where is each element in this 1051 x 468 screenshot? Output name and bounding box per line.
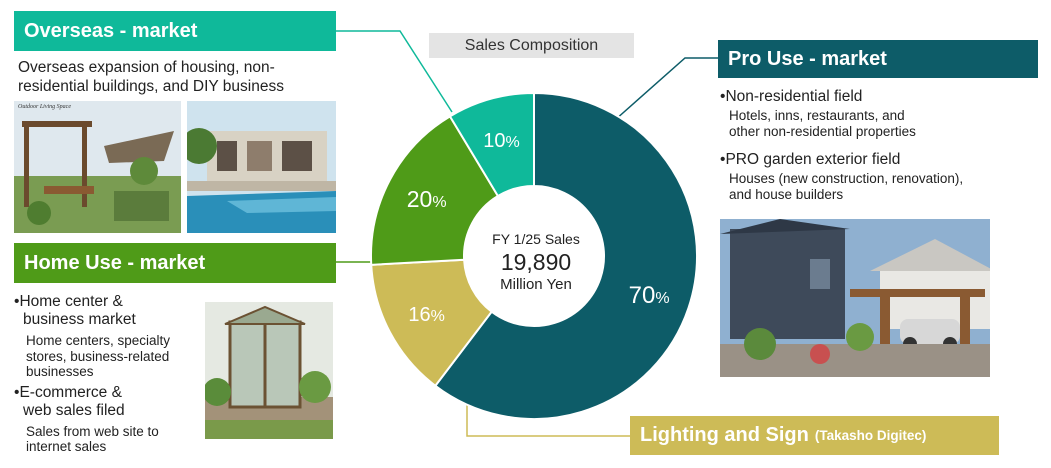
donut-value-label: 16% xyxy=(408,304,444,326)
pro-bullet-1: •Non-residential field xyxy=(720,88,1040,106)
home-b1-line2: business market xyxy=(23,311,136,328)
pro-photo-house-exterior xyxy=(720,219,990,377)
lighting-title: Lighting and Sign xyxy=(640,424,809,446)
center-unit: Million Yen xyxy=(500,276,572,293)
pro-b1-sub2: other non-residential properties xyxy=(729,123,916,139)
home-b1-line1: Home center & xyxy=(19,293,123,310)
center-value: 19,890 xyxy=(500,249,572,275)
home-b1-sub2: stores, business-related xyxy=(26,348,170,364)
home-b2-sub1: Sales from web site to xyxy=(26,423,159,439)
overseas-desc-line2: residential buildings, and DIY business xyxy=(18,78,284,95)
home-b2-line1: E-commerce & xyxy=(19,383,122,401)
overseas-photo-pool xyxy=(187,101,336,233)
pro-b2-sub1: Houses (new construction, renovation), xyxy=(729,171,964,186)
home-b2-line2: web sales filed xyxy=(23,401,125,419)
overseas-photo-pergola: Outdoor Living Space xyxy=(14,101,181,233)
overseas-desc-line1: Overseas expansion of housing, non- xyxy=(18,59,275,76)
home-use-market-tag: Home Use - market xyxy=(14,243,336,283)
pro-connector xyxy=(614,57,718,121)
overseas-description: Overseas expansion of housing, non- resi… xyxy=(18,58,284,96)
overseas-market-tag: Overseas - market xyxy=(14,11,336,51)
home-photo-greenhouse xyxy=(205,302,333,439)
lighting-connector xyxy=(466,400,630,437)
overseas-connector xyxy=(336,30,453,113)
home-b2-sub2: internet sales xyxy=(26,439,107,454)
pro-b2: PRO garden exterior field xyxy=(725,151,901,168)
bullet-dot: • xyxy=(14,383,20,401)
pro-use-market-tag: Pro Use - market xyxy=(718,40,1038,78)
pro-b1: Non-residential field xyxy=(725,88,863,105)
donut-value-label: 20% xyxy=(407,186,447,212)
donut-value-label: 10% xyxy=(483,130,519,152)
home-bullet-1: •Home center & xyxy=(14,293,194,311)
pro-use-details: •Non-residential field Hotels, inns, res… xyxy=(720,88,1040,202)
home-b1-sub1: Home centers, specialty xyxy=(26,333,171,348)
lighting-subtitle: (Takasho Digitec) xyxy=(814,428,927,443)
bullet-dot: • xyxy=(14,293,20,310)
chart-title: Sales Composition xyxy=(429,33,634,58)
pro-b2-sub2: and house builders xyxy=(729,186,844,202)
pro-b1-sub1: Hotels, inns, restaurants, and xyxy=(729,108,905,123)
home-bullet-2: •E-commerce & xyxy=(14,384,194,402)
home-b1-sub3: businesses xyxy=(26,364,94,379)
bullet-dot: • xyxy=(720,151,726,168)
overseas-photo-caption: Outdoor Living Space xyxy=(18,104,71,110)
lighting-and-sign-tag: Lighting and Sign (Takasho Digitec) xyxy=(630,416,999,455)
donut-value-label: 70% xyxy=(629,282,670,309)
pro-bullet-2: •PRO garden exterior field xyxy=(720,151,1040,169)
center-label: FY 1/25 Sales xyxy=(492,231,580,247)
bullet-dot: • xyxy=(720,88,726,105)
home-use-details: •Home center & business market Home cent… xyxy=(14,293,194,455)
donut-hole xyxy=(464,186,604,326)
